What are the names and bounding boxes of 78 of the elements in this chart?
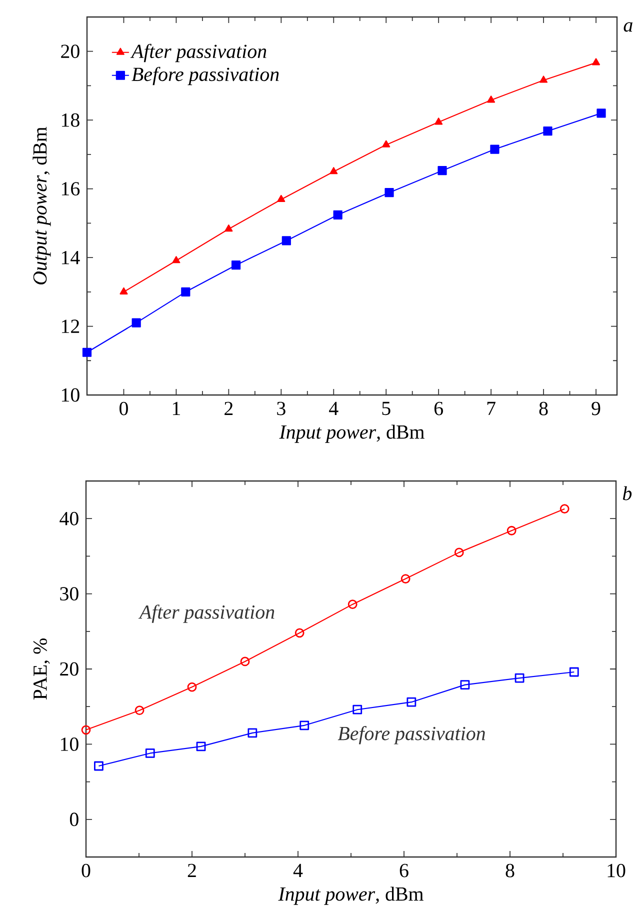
point (145, 748, 155, 758)
point (382, 140, 390, 148)
point (434, 118, 443, 125)
point (400, 574, 410, 584)
point (333, 210, 342, 220)
x-tick-label: 0 (82, 864, 90, 878)
point (181, 287, 190, 296)
y-tick-label: 10 (62, 388, 80, 402)
point (438, 166, 447, 176)
text: b (622, 486, 632, 500)
x-tick-label: 9 (592, 402, 600, 416)
point (454, 548, 464, 558)
point (506, 526, 516, 536)
y-tick-label: 16 (62, 182, 80, 196)
point (569, 667, 579, 677)
legend-label: After passivation (130, 44, 266, 62)
point (592, 58, 600, 66)
x-tick-label: 2 (224, 402, 233, 416)
point (248, 728, 258, 738)
point (330, 167, 338, 174)
point (94, 761, 104, 771)
point (294, 628, 304, 638)
x-tick-label: 3 (277, 402, 286, 416)
point (224, 224, 233, 232)
point (514, 673, 524, 683)
point (543, 126, 552, 136)
point (487, 96, 496, 103)
point (134, 706, 144, 716)
x-axis-title: Input power, dBm (278, 886, 424, 905)
x-tick-label: 10 (608, 864, 626, 878)
point (282, 236, 291, 246)
x-tick-label: 7 (487, 402, 496, 415)
point (187, 682, 197, 692)
point (231, 260, 241, 270)
point (460, 680, 470, 690)
y-tick-label: 10 (60, 737, 78, 751)
point (172, 256, 180, 264)
x-tick-label: 4 (293, 864, 303, 877)
point (348, 600, 358, 610)
point (240, 656, 250, 666)
y-axis-title: Output power, dBm (32, 126, 51, 284)
x-tick-label: 6 (434, 402, 443, 416)
x-tick-label: 1 (172, 402, 180, 415)
legend-label: Before passivation (132, 66, 279, 86)
point (540, 76, 548, 83)
point (300, 720, 310, 730)
point (384, 188, 394, 198)
point (82, 348, 92, 357)
x-tick-label: 4 (329, 402, 338, 415)
y-tick-label: 20 (61, 44, 80, 58)
point (132, 318, 141, 328)
point (196, 742, 206, 752)
point (81, 725, 91, 735)
point (406, 697, 416, 707)
y-tick-label: 20 (60, 662, 78, 676)
text: a (624, 22, 632, 32)
x-axis-title: Input power, dBm (279, 424, 424, 443)
point (120, 287, 128, 294)
y-tick-label: 18 (62, 113, 80, 127)
y-tick-label: 14 (62, 250, 80, 264)
point (596, 108, 606, 118)
x-tick-label: 6 (400, 864, 408, 878)
x-tick-label: 8 (506, 864, 514, 878)
x-tick-label: 8 (539, 402, 548, 416)
y-tick-label: 0 (70, 812, 78, 826)
series-label: After passivation (138, 604, 274, 623)
series-label: Before passivation (338, 726, 486, 744)
point (277, 194, 286, 202)
point (352, 704, 362, 714)
point (490, 144, 500, 154)
x-tick-label: 2 (188, 864, 196, 878)
x-tick-label: 5 (382, 402, 390, 416)
y-axis-title: PAE, % (33, 638, 50, 700)
x-tick-label: 0 (120, 402, 128, 416)
point (560, 504, 570, 514)
y-tick-label: 40 (60, 512, 78, 526)
y-tick-label: 12 (62, 320, 80, 333)
y-tick-label: 30 (60, 587, 78, 601)
